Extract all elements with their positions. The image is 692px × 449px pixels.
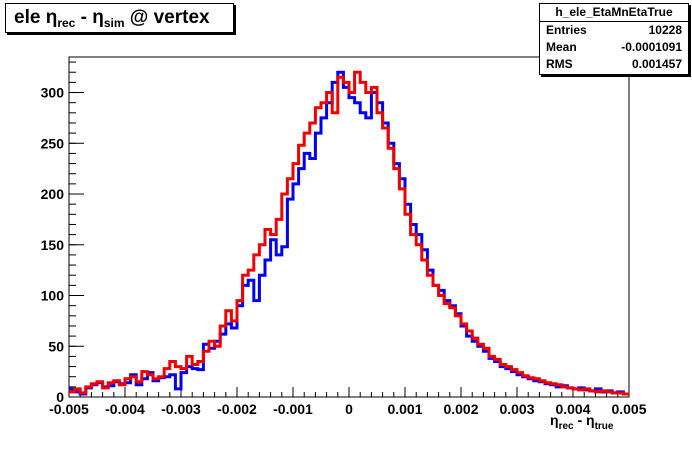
- stats-value: 10228: [648, 23, 682, 37]
- title-sub-rec: rec: [57, 16, 76, 30]
- stats-label: RMS: [546, 57, 573, 71]
- x-tick-label: 0: [345, 401, 353, 417]
- stats-box: h_ele_EtaMnEtaTrue Entries 10228 Mean -0.0…: [539, 3, 689, 75]
- stats-row-mean: Mean -0.0001091: [540, 39, 688, 56]
- stats-label: Entries: [546, 23, 587, 37]
- x-tick-label: -0.001: [273, 401, 313, 417]
- histogram-series-1: [69, 70, 629, 396]
- xlabel-eta-rec: η: [550, 412, 559, 428]
- title-tail: @ vertex: [124, 7, 210, 28]
- y-tick-label: 0: [56, 389, 64, 405]
- stats-row-rms: RMS 0.001457: [540, 56, 688, 73]
- y-tick-label: 200: [41, 186, 65, 202]
- stats-label: Mean: [546, 40, 577, 54]
- xlabel-eta-true: - η: [573, 412, 595, 428]
- plot-frame: [68, 56, 630, 398]
- title-main: ele η: [14, 7, 58, 28]
- stats-histogram-name: h_ele_EtaMnEtaTrue: [540, 4, 688, 22]
- x-tick-label: 0.003: [499, 401, 534, 417]
- histogram-series-0: [69, 70, 629, 396]
- stats-row-entries: Entries 10228: [540, 22, 688, 39]
- x-tick-label: 0.001: [387, 401, 422, 417]
- y-tick-label: 150: [41, 237, 65, 253]
- title-sub-sim: sim: [103, 16, 125, 30]
- x-tick-label: 0.005: [611, 401, 646, 417]
- x-tick-label: -0.005: [49, 401, 89, 417]
- title-mid: - η: [75, 7, 104, 28]
- x-tick-label: -0.003: [161, 401, 201, 417]
- x-tick-label: 0.002: [443, 401, 478, 417]
- xlabel-sub-rec: rec: [558, 421, 574, 432]
- y-tick-label: 50: [48, 338, 64, 354]
- y-tick-label: 300: [41, 85, 65, 101]
- y-tick-label: 100: [41, 288, 65, 304]
- histogram-title: ele ηrec - ηsim @ vertex: [5, 3, 234, 33]
- stats-value: -0.0001091: [621, 40, 682, 54]
- x-axis-label: ηrec - ηtrue: [550, 412, 613, 432]
- xlabel-sub-true: true: [594, 421, 614, 432]
- x-tick-label: -0.004: [105, 401, 145, 417]
- stats-value: 0.001457: [631, 57, 682, 71]
- y-tick-label: 250: [41, 135, 65, 151]
- x-tick-label: 0.004: [555, 401, 590, 417]
- x-tick-label: -0.002: [217, 401, 257, 417]
